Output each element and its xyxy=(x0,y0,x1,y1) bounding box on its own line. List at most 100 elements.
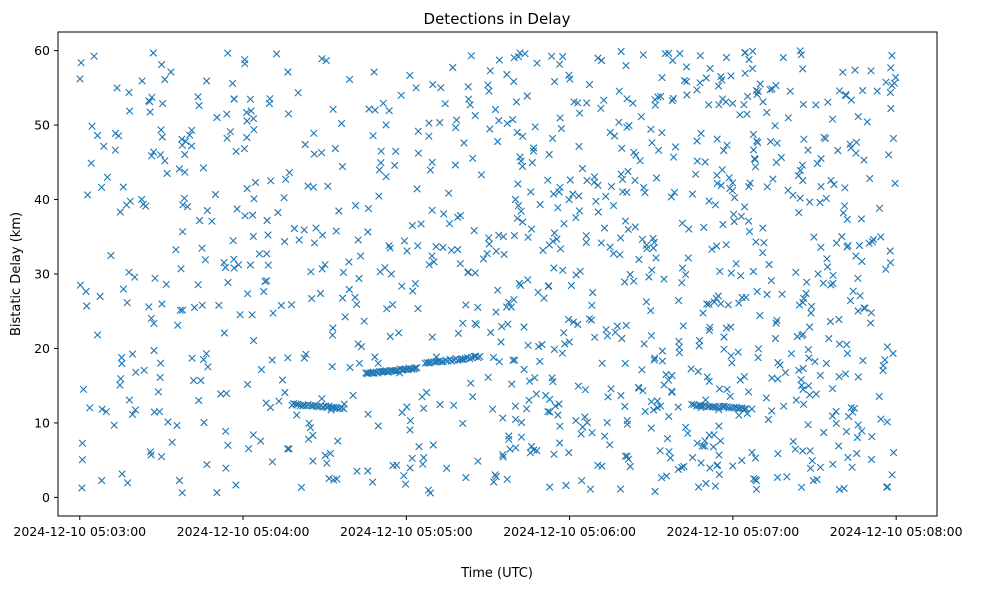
detection-point xyxy=(464,83,472,91)
detection-point xyxy=(351,293,359,302)
detection-point xyxy=(671,143,680,151)
detection-point xyxy=(304,182,312,190)
detection-point xyxy=(243,133,251,142)
plot-frame xyxy=(57,31,938,517)
detection-point xyxy=(737,272,745,280)
detection-point xyxy=(499,453,507,461)
detection-point xyxy=(598,359,606,367)
detection-point xyxy=(504,320,512,328)
detection-point xyxy=(464,268,472,276)
detection-point xyxy=(827,281,835,289)
detection-point xyxy=(476,352,484,361)
detection-point xyxy=(726,184,734,193)
detection-point xyxy=(645,273,653,281)
detection-point xyxy=(518,218,527,226)
detection-point xyxy=(569,318,578,326)
detection-point xyxy=(854,421,862,429)
detection-point xyxy=(322,56,330,65)
detection-point xyxy=(445,220,454,228)
detection-point xyxy=(674,296,683,305)
detection-point xyxy=(138,195,146,204)
detection-point xyxy=(548,374,556,382)
detection-point xyxy=(284,354,292,362)
detection-point xyxy=(413,364,421,372)
detection-point xyxy=(494,286,502,294)
detection-point xyxy=(749,267,758,276)
detection-point xyxy=(370,68,378,76)
detection-point xyxy=(483,249,491,258)
detection-point xyxy=(495,116,503,125)
detection-point xyxy=(198,301,206,309)
detection-point xyxy=(549,190,558,198)
detection-point xyxy=(147,451,155,459)
detection-point xyxy=(714,292,723,300)
detection-point xyxy=(147,152,156,160)
detection-point xyxy=(248,311,256,319)
detection-point xyxy=(533,446,541,455)
detection-point xyxy=(181,150,189,159)
detection-point xyxy=(147,314,155,322)
detection-point xyxy=(860,156,868,164)
detection-point xyxy=(841,370,850,378)
detection-point xyxy=(799,364,807,373)
detection-point xyxy=(692,170,700,178)
detection-point xyxy=(505,435,513,443)
detection-point xyxy=(891,179,899,188)
detection-point xyxy=(329,105,337,113)
detection-point xyxy=(439,243,447,252)
detection-point xyxy=(301,140,309,149)
detection-point xyxy=(337,119,346,128)
detection-point xyxy=(867,309,875,317)
detection-point xyxy=(658,357,667,365)
detection-point xyxy=(429,80,437,89)
detection-point xyxy=(364,204,373,213)
detection-point xyxy=(654,93,662,101)
detection-point xyxy=(719,220,727,229)
detection-point xyxy=(678,219,686,227)
detection-point xyxy=(889,448,898,457)
detection-point xyxy=(502,303,511,311)
detection-point xyxy=(804,421,812,429)
detection-point xyxy=(726,392,734,400)
detection-point xyxy=(229,237,237,245)
detection-point xyxy=(748,448,756,457)
detection-point xyxy=(826,317,835,326)
detection-point xyxy=(713,242,721,250)
y-tick-label: 60 xyxy=(34,43,50,58)
detection-point xyxy=(430,258,438,266)
detection-point xyxy=(138,77,146,85)
detection-point xyxy=(581,413,589,421)
detection-point xyxy=(796,47,804,55)
detection-point xyxy=(383,305,391,313)
detection-point xyxy=(618,144,626,152)
detection-point xyxy=(773,139,781,147)
detection-point xyxy=(848,463,856,471)
detection-point xyxy=(842,92,850,100)
detection-point xyxy=(277,301,285,310)
detection-point xyxy=(867,455,876,464)
detection-point xyxy=(531,374,539,382)
detection-point xyxy=(854,112,862,121)
detection-point xyxy=(799,176,807,185)
detection-point xyxy=(202,350,211,358)
detection-point xyxy=(398,282,406,290)
detection-point xyxy=(569,190,577,198)
detection-point xyxy=(763,108,771,117)
detection-point xyxy=(859,356,867,365)
detection-point xyxy=(548,134,557,143)
detection-point xyxy=(522,405,531,413)
detection-point xyxy=(765,260,773,269)
detection-point xyxy=(78,456,87,464)
detection-point xyxy=(244,445,253,453)
detection-point xyxy=(520,323,528,331)
detection-point xyxy=(510,296,518,304)
detection-point xyxy=(786,87,794,95)
detection-point xyxy=(642,241,651,249)
detection-point xyxy=(255,250,264,258)
detection-point xyxy=(688,453,697,462)
detection-point xyxy=(884,151,893,159)
x-tick-label: 2024-12-10 05:07:00 xyxy=(667,524,800,539)
detection-point xyxy=(360,317,368,325)
detection-point xyxy=(119,285,128,293)
